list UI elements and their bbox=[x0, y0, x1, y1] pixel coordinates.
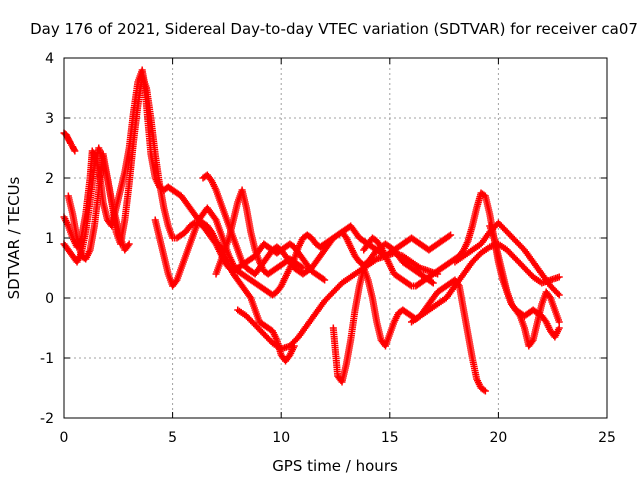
data-points bbox=[60, 66, 563, 395]
data-point bbox=[406, 281, 414, 289]
data-point bbox=[125, 240, 133, 248]
y-tick-label: 0 bbox=[45, 291, 54, 307]
data-point bbox=[528, 338, 536, 345]
y-tick-label: 1 bbox=[45, 231, 54, 247]
data-point bbox=[445, 232, 453, 240]
x-tick-label: 15 bbox=[381, 430, 399, 446]
data-point bbox=[555, 324, 563, 332]
x-tick-label: 25 bbox=[598, 430, 616, 446]
series-sat-d bbox=[64, 150, 133, 263]
data-point bbox=[299, 264, 307, 272]
data-point bbox=[555, 273, 563, 281]
axis-ticks: 0 5 10 15 20 25 -2 -1 0 1 2 3 4 bbox=[40, 51, 616, 446]
series-sat-k bbox=[408, 240, 563, 326]
data-point bbox=[481, 387, 489, 395]
y-tick-label: -1 bbox=[40, 351, 54, 367]
series-sat-m bbox=[486, 222, 563, 341]
data-point bbox=[480, 386, 488, 394]
x-tick-label: 0 bbox=[60, 430, 69, 446]
x-tick-label: 20 bbox=[489, 430, 507, 446]
chart-title: Day 176 of 2021, Sidereal Day-to-day VTE… bbox=[30, 20, 638, 38]
data-point bbox=[429, 279, 437, 287]
data-point bbox=[555, 291, 563, 299]
y-tick-label: 4 bbox=[45, 51, 54, 67]
x-tick-label: 5 bbox=[168, 430, 177, 446]
series-sat-a bbox=[60, 129, 79, 155]
data-point bbox=[71, 147, 79, 155]
data-point bbox=[319, 275, 327, 283]
y-tick-label: 2 bbox=[45, 171, 54, 187]
data-point bbox=[297, 263, 305, 271]
data-point bbox=[124, 242, 132, 249]
series-sat-h bbox=[234, 249, 442, 353]
x-axis-label: GPS time / hours bbox=[272, 457, 398, 475]
x-tick-label: 10 bbox=[272, 430, 290, 446]
series-sat-g bbox=[212, 186, 307, 278]
y-axis-label: SDTVAR / TECUs bbox=[5, 176, 23, 299]
data-point bbox=[428, 278, 436, 286]
y-tick-label: -2 bbox=[40, 411, 54, 427]
series-sat-i bbox=[329, 264, 489, 395]
data-point bbox=[555, 318, 563, 326]
y-tick-label: 3 bbox=[45, 111, 54, 127]
data-point bbox=[554, 290, 562, 297]
data-point bbox=[321, 276, 329, 284]
data-point bbox=[447, 231, 455, 239]
